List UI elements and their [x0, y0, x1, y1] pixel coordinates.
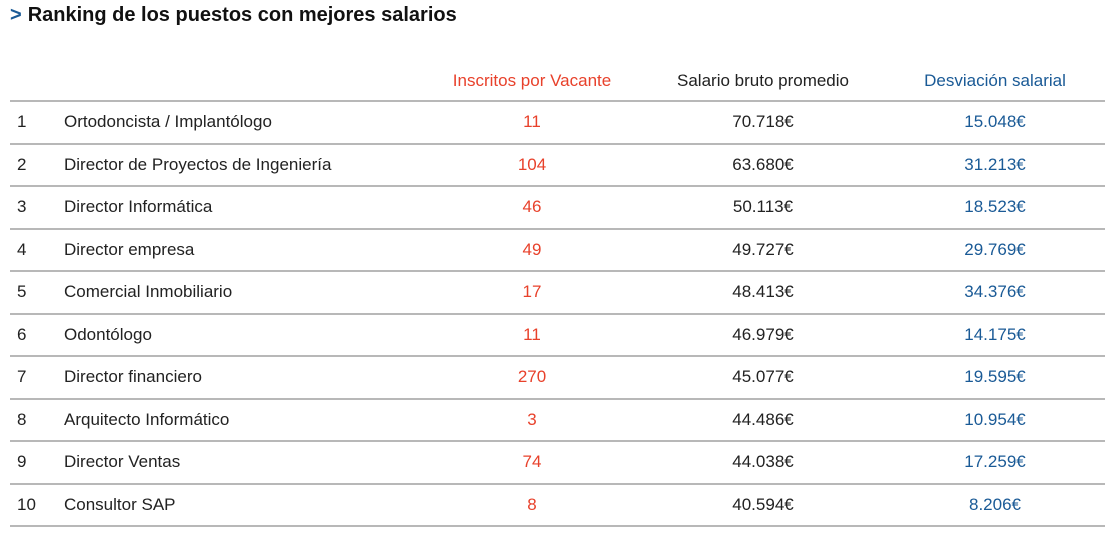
desviacion-cell: 15.048€ [964, 112, 1026, 132]
table-row: 3 Director Informática 46 50.113€ 18.523… [10, 187, 1105, 230]
desviacion-cell: 17.259€ [964, 452, 1026, 472]
rank-cell: 6 [17, 324, 27, 344]
salario-cell: 48.413€ [732, 282, 794, 302]
rank-cell: 1 [17, 112, 27, 132]
table-row: 7 Director financiero 270 45.077€ 19.595… [10, 357, 1105, 400]
job-cell: Comercial Inmobiliario [64, 282, 233, 302]
page-title-text: Ranking de los puestos con mejores salar… [27, 4, 457, 26]
job-cell: Director Informática [64, 197, 213, 217]
salario-cell: 63.680€ [732, 154, 794, 174]
desviacion-cell: 31.213€ [964, 154, 1026, 174]
table-row: 9 Director Ventas 74 44.038€ 17.259€ [10, 442, 1105, 485]
job-cell: Director financiero [64, 367, 202, 387]
rank-cell: 5 [17, 282, 27, 302]
inscritos-cell: 74 [522, 452, 542, 472]
salario-cell: 45.077€ [732, 367, 794, 387]
desviacion-cell: 10.954€ [964, 409, 1026, 429]
desviacion-cell: 29.769€ [964, 239, 1026, 259]
inscritos-cell: 46 [522, 197, 542, 217]
table-row: 6 Odontólogo 11 46.979€ 14.175€ [10, 315, 1105, 357]
table-header: Inscritos por Vacante Salario bruto prom… [10, 58, 1105, 102]
job-cell: Ortodoncista / Implantólogo [64, 112, 272, 132]
inscritos-cell: 11 [523, 324, 541, 344]
table-row: 2 Director de Proyectos de Ingeniería 10… [10, 145, 1105, 187]
rank-cell: 9 [17, 452, 27, 472]
job-cell: Arquitecto Informático [64, 409, 230, 429]
header-inscritos: Inscritos por Vacante [452, 71, 612, 90]
job-cell: Director de Proyectos de Ingeniería [64, 154, 332, 174]
salario-cell: 46.979€ [732, 324, 794, 344]
desviacion-cell: 14.175€ [964, 324, 1026, 344]
job-cell: Consultor SAP [64, 494, 176, 514]
desviacion-cell: 8.206€ [969, 494, 1021, 514]
salario-cell: 70.718€ [732, 112, 794, 132]
salario-cell: 49.727€ [732, 239, 794, 259]
inscritos-cell: 270 [517, 367, 547, 387]
inscritos-cell: 17 [522, 282, 542, 302]
header-desviacion: Desviación salarial [924, 71, 1066, 90]
chevron-right-icon: > [10, 4, 22, 26]
salario-cell: 44.038€ [732, 452, 794, 472]
page-title: > Ranking de los puestos con mejores sal… [10, 4, 457, 27]
salary-ranking-table: Inscritos por Vacante Salario bruto prom… [10, 58, 1105, 527]
job-cell: Director empresa [64, 239, 195, 259]
job-cell: Director Ventas [64, 452, 181, 472]
rank-cell: 8 [17, 409, 27, 429]
desviacion-cell: 18.523€ [964, 197, 1026, 217]
rank-cell: 10 [17, 494, 36, 514]
table-row: 1 Ortodoncista / Implantólogo 11 70.718€… [10, 102, 1105, 145]
header-salario: Salario bruto promedio [677, 71, 849, 90]
desviacion-cell: 34.376€ [964, 282, 1026, 302]
table-row: 4 Director empresa 49 49.727€ 29.769€ [10, 230, 1105, 272]
inscritos-cell: 104 [517, 154, 547, 174]
desviacion-cell: 19.595€ [964, 367, 1026, 387]
salario-cell: 50.113€ [732, 197, 794, 217]
rank-cell: 4 [17, 239, 27, 259]
rank-cell: 2 [17, 154, 27, 174]
inscritos-cell: 11 [523, 112, 541, 132]
inscritos-cell: 8 [527, 494, 537, 514]
table-row: 10 Consultor SAP 8 40.594€ 8.206€ [10, 485, 1105, 527]
inscritos-cell: 3 [527, 409, 537, 429]
rank-cell: 3 [17, 197, 27, 217]
salario-cell: 44.486€ [732, 409, 794, 429]
rank-cell: 7 [17, 367, 27, 387]
job-cell: Odontólogo [64, 324, 152, 344]
salario-cell: 40.594€ [732, 494, 794, 514]
inscritos-cell: 49 [522, 239, 542, 259]
table-row: 5 Comercial Inmobiliario 17 48.413€ 34.3… [10, 272, 1105, 315]
table-row: 8 Arquitecto Informático 3 44.486€ 10.95… [10, 400, 1105, 442]
